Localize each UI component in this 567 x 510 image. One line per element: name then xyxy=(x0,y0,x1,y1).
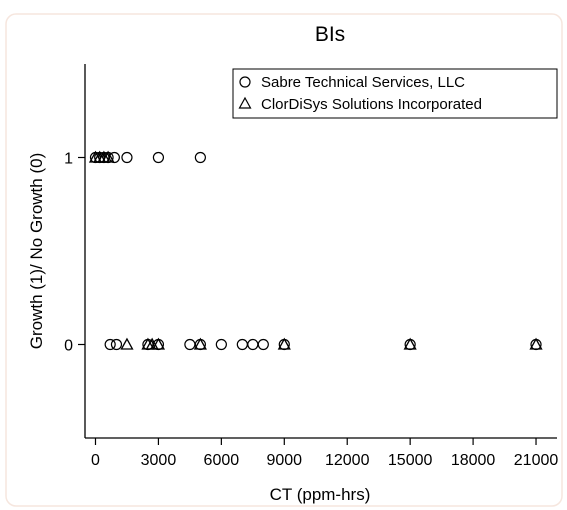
data-point-circle xyxy=(121,151,133,164)
x-tick-label: 3000 xyxy=(141,452,177,469)
y-tick-label: 0 xyxy=(64,338,73,355)
data-point-triangle xyxy=(101,150,115,163)
y-axis-ticks: 01 xyxy=(64,151,85,355)
data-point-circle xyxy=(194,151,206,164)
x-tick-label: 12000 xyxy=(325,452,370,469)
data-point-circle xyxy=(104,338,116,351)
x-axis-ticks: 0 3000 6000 9000 12000 15000 18000 21000 xyxy=(91,438,558,469)
data-point-triangle xyxy=(403,337,417,350)
data-point-triangle xyxy=(120,337,134,350)
x-tick-label: 9000 xyxy=(266,452,302,469)
legend-marker-triangle-icon xyxy=(238,96,252,109)
legend-label-clordisys: ClorDiSys Solutions Incorporated xyxy=(261,96,482,113)
legend-box xyxy=(232,68,558,119)
y-tick-label: 1 xyxy=(64,151,73,168)
data-point-triangle xyxy=(151,337,166,350)
legend-marker-circle-icon xyxy=(239,76,251,88)
data-point-circle xyxy=(215,338,227,351)
x-tick-label: 15000 xyxy=(388,452,433,469)
data-point-circle xyxy=(110,338,123,351)
legend-label-sabre: Sabre Technical Services, LLC xyxy=(261,74,465,91)
data-point-triangle xyxy=(277,337,291,350)
x-tick-label: 6000 xyxy=(204,452,240,469)
data-point-triangle xyxy=(529,337,543,350)
chart-title: BIs xyxy=(315,23,345,46)
data-points xyxy=(88,150,543,351)
x-tick-label: 21000 xyxy=(514,452,559,469)
x-axis-title: CT (ppm-hrs) xyxy=(270,485,371,504)
chart-border xyxy=(5,13,563,507)
x-tick-label: 0 xyxy=(91,452,100,469)
data-point-triangle xyxy=(145,337,159,350)
data-point-triangle xyxy=(193,337,207,350)
y-axis-title: Growth (1)/ No Growth (0) xyxy=(27,153,46,350)
legend: Sabre Technical Services, LLC ClorDiSys … xyxy=(232,68,558,119)
data-point-circle xyxy=(257,338,269,351)
x-tick-label: 18000 xyxy=(451,452,496,469)
data-point-circle xyxy=(152,151,165,164)
